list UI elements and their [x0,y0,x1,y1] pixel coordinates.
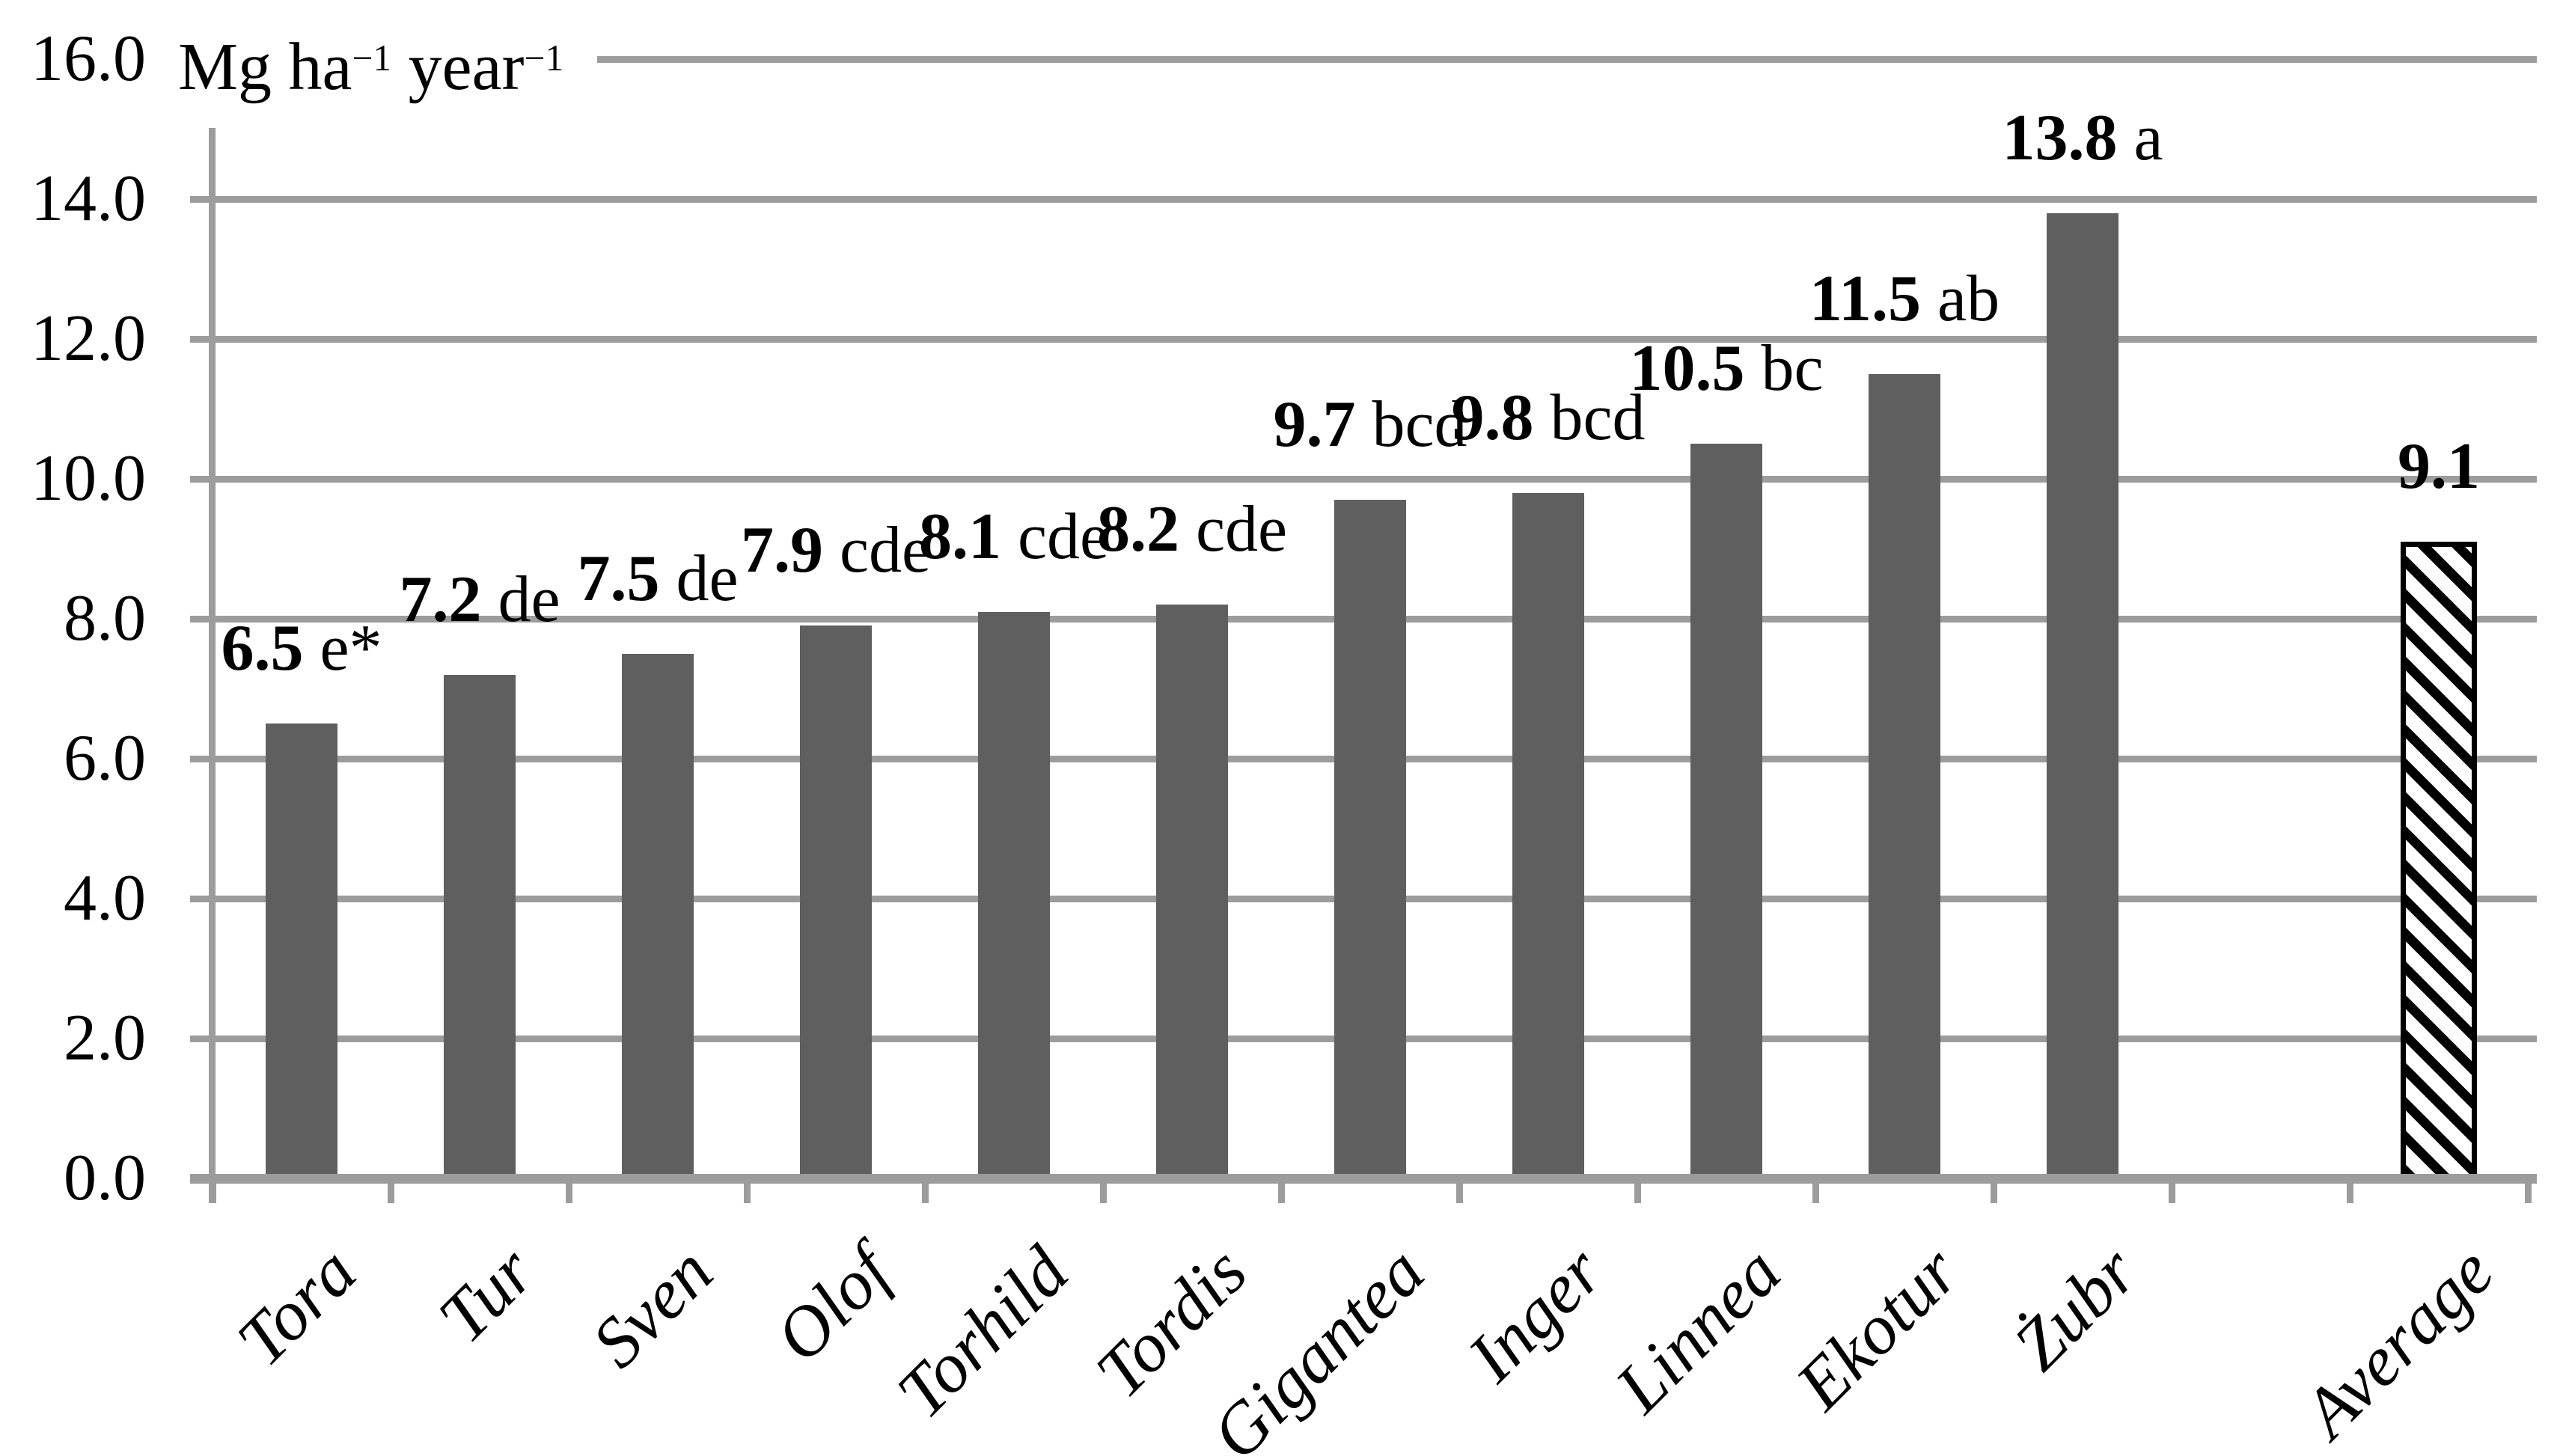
gridline [190,336,2537,343]
x-axis-tick [1278,1184,1285,1203]
bar-ekotur [1869,373,1940,1184]
significance-letters: a [2117,101,2163,174]
value-label-number: 13.8 [2002,101,2118,174]
value-label-number: 9.8 [1451,381,1534,454]
y-axis-tick-label: 6.0 [64,722,146,795]
x-axis-tick [1812,1184,1819,1203]
x-axis-tick [1634,1184,1641,1203]
x-axis-tick [2347,1184,2353,1203]
value-label: 11.5 ab [1717,262,2092,335]
bar-sven [622,653,694,1184]
value-label-number: 9.1 [2398,430,2480,504]
y-axis-tick-label: 2.0 [64,1002,146,1074]
y-axis-tick-label: 8.0 [64,582,146,655]
significance-letters: bc [1744,332,1824,406]
significance-letters: de [481,563,560,636]
y-axis-tick-label: 4.0 [64,862,146,935]
bar-tora [266,724,337,1184]
x-axis-tick [388,1184,394,1203]
x-axis-tick [744,1184,751,1203]
y-axis-line [209,120,216,1203]
unit-exponent: −1 [352,37,392,79]
x-axis-label-olof: Olof [760,1231,905,1377]
value-label-number: 7.9 [740,514,823,587]
value-label: 9.7 bcd [1183,391,1557,459]
gridline [190,196,2537,203]
x-axis-tick [2525,1184,2532,1203]
x-axis-label-average: Average [2287,1231,2508,1452]
significance-letters: cde [1001,500,1110,573]
x-axis-tick [566,1184,572,1203]
value-label-number: 11.5 [1809,262,1922,335]
value-label-number: 10.5 [1629,332,1745,406]
x-axis-label-ekotur: Ekotur [1781,1231,1974,1425]
unit-text: Mg ha [178,30,352,104]
x-axis-label-tur: Tur [423,1231,549,1358]
value-label-number: 8.2 [1096,493,1179,566]
unit-text: year [391,30,525,104]
x-axis-label-sven: Sven [576,1231,727,1383]
value-label: 8.2 cde [1005,496,1379,563]
x-axis-tick [1991,1184,1997,1203]
value-label-number: 6.5 [221,612,304,685]
y-axis-tick-label: 16.0 [31,22,146,95]
bar-linnea [1690,444,1762,1184]
x-axis-tick [1100,1184,1107,1203]
gridline [190,476,2537,483]
x-axis-label-tora: Tora [222,1231,371,1381]
y-axis-tick-label: 12.0 [31,302,146,375]
x-axis-label-linnea: Linnea [1600,1231,1796,1428]
significance-letters: e* [303,612,382,685]
bar-olof [800,625,872,1184]
value-label: 7.2 de [293,566,667,634]
unit-exponent: −1 [524,37,564,79]
bar-inger [1512,492,1584,1184]
y-axis-tick-label: 10.0 [31,442,146,515]
bar-żubr [2047,212,2118,1184]
x-axis-label-żubr: Żubr [1998,1231,2152,1386]
bar-gigantea [1334,500,1406,1184]
value-label: 7.9 cde [649,517,1023,584]
significance-letters: cde [1179,493,1288,566]
value-label: 13.8 a [1895,101,2270,174]
x-axis-tick [922,1184,929,1203]
average-bar [2401,542,2477,1184]
value-label: 9.8 bcd [1361,381,1735,454]
value-label: 10.5 bc [1539,335,1913,403]
significance-letters: bcd [1355,388,1467,462]
value-label-number: 7.2 [399,563,482,636]
value-label: 6.5 e* [114,615,489,682]
y-axis-unit-label: Mg ha−1 year−1 [178,22,598,128]
x-axis-tick [2169,1184,2175,1203]
value-label: 7.5 de [471,545,845,613]
bar-tur [444,674,516,1184]
gridline [190,56,2537,63]
significance-letters: cde [822,514,932,587]
x-axis-line [190,1174,2537,1184]
x-axis-tick [210,1184,216,1203]
bar-tordis [1156,605,1228,1184]
x-axis-tick [1456,1184,1463,1203]
value-label: 8.1 cde [827,500,1201,573]
value-label-number: 9.7 [1273,388,1356,462]
y-axis-tick-label: 0.0 [64,1142,146,1214]
value-label-number: 8.1 [918,500,1001,573]
significance-letters: bcd [1533,381,1646,454]
value-label: 9.1 [2252,433,2560,501]
x-axis-label-inger: Inger [1452,1231,1618,1397]
value-label-number: 7.5 [577,542,660,615]
significance-letters: ab [1921,262,2000,335]
significance-letters: de [659,542,739,615]
bar-torhild [978,611,1050,1184]
y-axis-tick-label: 14.0 [31,162,146,235]
x-axis-label-torhild: Torhild [882,1231,1084,1434]
